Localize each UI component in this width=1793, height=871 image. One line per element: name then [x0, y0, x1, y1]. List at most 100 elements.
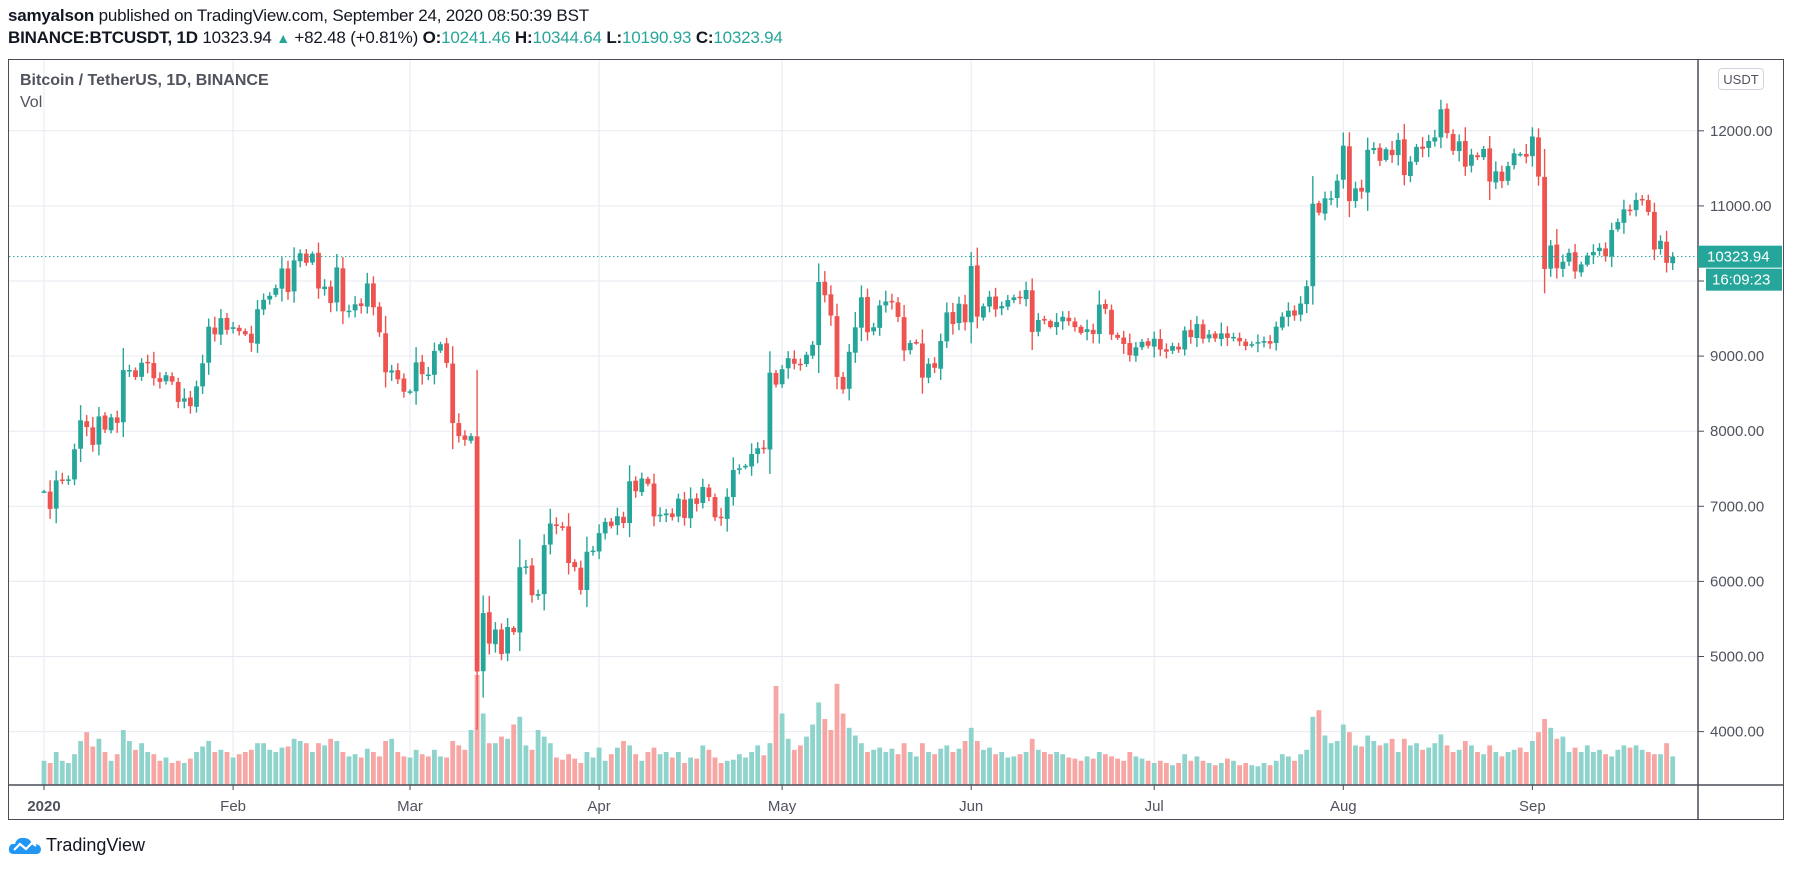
candle-body[interactable]: [425, 374, 431, 376]
candle-body[interactable]: [639, 478, 645, 493]
candle-body[interactable]: [755, 448, 761, 455]
candle-body[interactable]: [1633, 199, 1639, 211]
candle-body[interactable]: [871, 327, 876, 332]
candle-body[interactable]: [273, 288, 279, 295]
candle-body[interactable]: [1536, 137, 1541, 177]
candle-body[interactable]: [1371, 148, 1377, 151]
candle-body[interactable]: [761, 447, 767, 450]
candle-body[interactable]: [96, 416, 102, 445]
candle-body[interactable]: [59, 479, 65, 481]
candle-body[interactable]: [590, 550, 596, 553]
candle-body[interactable]: [1273, 326, 1279, 344]
candle-body[interactable]: [913, 342, 919, 344]
candle-body[interactable]: [334, 267, 340, 303]
candle-body[interactable]: [1645, 200, 1651, 212]
candle-body[interactable]: [230, 327, 236, 329]
candle-body[interactable]: [242, 331, 248, 335]
candle-body[interactable]: [419, 361, 425, 375]
candle-body[interactable]: [1572, 252, 1578, 272]
candle-body[interactable]: [1511, 153, 1517, 166]
candle-body[interactable]: [133, 370, 138, 378]
candle-body[interactable]: [480, 613, 486, 672]
candle-body[interactable]: [1121, 337, 1127, 344]
candle-body[interactable]: [1212, 333, 1218, 339]
candle-body[interactable]: [1133, 347, 1139, 356]
candle-body[interactable]: [547, 523, 553, 545]
candle-body[interactable]: [1249, 344, 1255, 346]
candle-body[interactable]: [578, 567, 584, 590]
candle-body[interactable]: [236, 327, 242, 332]
candle-body[interactable]: [1554, 244, 1560, 269]
candle-body[interactable]: [1469, 154, 1474, 166]
candle-body[interactable]: [1072, 321, 1078, 328]
candle-body[interactable]: [1621, 209, 1627, 223]
candle-body[interactable]: [139, 362, 144, 377]
candle-body[interactable]: [1145, 341, 1151, 346]
candle-body[interactable]: [828, 294, 834, 316]
candle-body[interactable]: [395, 370, 401, 380]
candle-body[interactable]: [554, 524, 559, 527]
candle-body[interactable]: [389, 370, 395, 373]
candle-body[interactable]: [773, 372, 779, 385]
candle-body[interactable]: [413, 362, 419, 392]
candle-body[interactable]: [1060, 316, 1066, 322]
candle-body[interactable]: [822, 281, 828, 296]
candle-body[interactable]: [1566, 252, 1572, 262]
candle-body[interactable]: [511, 627, 517, 633]
candle-body[interactable]: [615, 516, 620, 526]
candle-body[interactable]: [602, 521, 608, 534]
candle-body[interactable]: [291, 260, 297, 292]
candle-body[interactable]: [108, 417, 114, 431]
candle-body[interactable]: [1066, 317, 1072, 322]
candle-body[interactable]: [865, 296, 870, 333]
candle-body[interactable]: [950, 312, 956, 325]
candle-body[interactable]: [1389, 149, 1395, 156]
candle-body[interactable]: [1115, 334, 1120, 338]
candle-body[interactable]: [157, 378, 163, 382]
candle-body[interactable]: [1218, 333, 1224, 340]
candle-body[interactable]: [1340, 145, 1346, 180]
candle-body[interactable]: [1328, 198, 1334, 200]
candle-body[interactable]: [1499, 171, 1505, 182]
candle-body[interactable]: [584, 551, 590, 590]
candle-body[interactable]: [663, 513, 669, 516]
candle-body[interactable]: [120, 370, 126, 423]
candle-body[interactable]: [206, 326, 212, 363]
candle-body[interactable]: [499, 629, 504, 655]
candle-body[interactable]: [907, 342, 913, 351]
candle-body[interactable]: [834, 316, 840, 377]
candle-body[interactable]: [1084, 329, 1090, 332]
candle-body[interactable]: [901, 317, 907, 351]
candle-body[interactable]: [883, 301, 889, 306]
candle-body[interactable]: [169, 376, 175, 382]
candle-body[interactable]: [1164, 349, 1169, 352]
candle-body[interactable]: [1609, 229, 1615, 257]
candle-body[interactable]: [1035, 319, 1041, 332]
candle-body[interactable]: [633, 480, 639, 492]
candle-body[interactable]: [468, 436, 474, 441]
candle-body[interactable]: [1627, 209, 1633, 212]
candle-body[interactable]: [651, 483, 657, 517]
candle-body[interactable]: [371, 283, 376, 308]
author-name[interactable]: samyalson: [8, 6, 95, 25]
candle-body[interactable]: [1615, 221, 1621, 230]
candle-body[interactable]: [1505, 166, 1511, 181]
candle-body[interactable]: [669, 513, 675, 518]
candle-body[interactable]: [1292, 310, 1297, 316]
candle-body[interactable]: [1298, 303, 1303, 315]
candle-body[interactable]: [1194, 323, 1200, 339]
candle-body[interactable]: [1597, 247, 1602, 252]
candle-body[interactable]: [1157, 338, 1163, 350]
candle-body[interactable]: [462, 435, 468, 440]
candle-body[interactable]: [493, 629, 498, 645]
candle-body[interactable]: [798, 363, 803, 366]
candle-body[interactable]: [1462, 141, 1468, 167]
candle-body[interactable]: [1151, 338, 1157, 347]
candle-body[interactable]: [316, 252, 321, 289]
candle-body[interactable]: [1237, 337, 1242, 342]
candle-body[interactable]: [1225, 333, 1230, 338]
candle-body[interactable]: [212, 327, 218, 335]
candle-body[interactable]: [1109, 309, 1114, 335]
candle-body[interactable]: [718, 516, 724, 519]
